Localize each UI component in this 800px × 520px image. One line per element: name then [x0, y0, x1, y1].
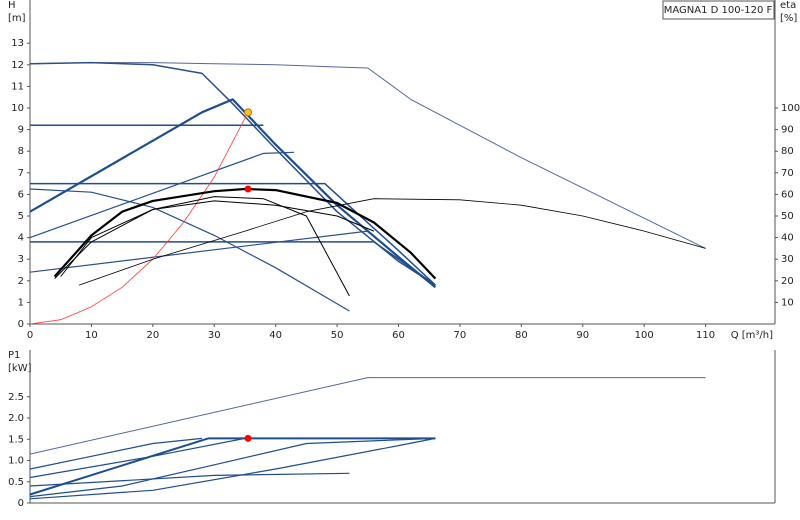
curve [29, 437, 436, 500]
y-axis-label: [kW] [8, 363, 32, 374]
curve [29, 377, 706, 455]
y-tick-label: 2 [18, 276, 24, 287]
y-tick-label: 2.0 [8, 413, 24, 424]
y2-axis-label: eta [780, 0, 796, 11]
y2-tick-label: 80 [781, 146, 794, 157]
x-tick-label: 60 [392, 330, 405, 341]
x-tick-label: 80 [515, 330, 528, 341]
y2-tick-label: 20 [781, 276, 794, 287]
curve [29, 188, 350, 312]
curve [29, 61, 436, 286]
y2-tick-label: 40 [781, 233, 794, 244]
curve [29, 151, 295, 239]
y-tick-label: 1.5 [8, 434, 24, 445]
y-tick-label: 7 [18, 168, 24, 179]
y2-tick-label: 30 [781, 254, 794, 265]
operating-point [244, 185, 252, 193]
y-axis-label: P1 [8, 350, 20, 361]
curve [29, 62, 706, 249]
y-tick-label: 0 [18, 498, 24, 509]
x-axis-label: Q [m³/h] [731, 330, 773, 341]
curve [29, 437, 203, 470]
y-tick-label: 11 [11, 81, 24, 92]
title-box [662, 0, 775, 20]
y-tick-label: 4 [18, 233, 24, 244]
curve [29, 98, 437, 289]
curve [54, 196, 350, 297]
operating-point [244, 434, 252, 442]
y-tick-label: 0 [18, 319, 24, 330]
x-tick-label: 70 [454, 330, 467, 341]
operating-point [244, 108, 253, 117]
x-tick-label: 10 [85, 330, 98, 341]
curve [78, 198, 706, 286]
y2-tick-label: 50 [781, 211, 794, 222]
curve [29, 437, 436, 479]
x-tick-label: 90 [576, 330, 589, 341]
y-tick-label: 6 [18, 189, 24, 200]
y2-tick-label: 70 [781, 168, 794, 179]
y-tick-label: 2.5 [8, 392, 24, 403]
y-tick-label: 8 [18, 146, 24, 157]
curve [30, 241, 436, 286]
curve [29, 437, 436, 498]
x-tick-label: 100 [635, 330, 654, 341]
y-tick-label: 12 [11, 60, 24, 71]
curve [29, 112, 249, 325]
y2-tick-label: 60 [781, 189, 794, 200]
y2-tick-label: 10 [781, 297, 794, 308]
y-tick-label: 1 [18, 297, 24, 308]
y-tick-label: 0.5 [8, 477, 24, 488]
curve [29, 230, 368, 273]
x-tick-label: 0 [27, 330, 33, 341]
y2-axis-label: [%] [780, 13, 797, 24]
curve [60, 200, 375, 277]
y-axis-label: [m] [8, 13, 26, 24]
y-tick-label: 9 [18, 125, 24, 136]
y-axis-label: H [8, 0, 16, 11]
x-tick-label: 110 [696, 330, 715, 341]
x-tick-label: 40 [269, 330, 282, 341]
curve [53, 187, 437, 280]
chart-title: MAGNA1 D 100-120 F [664, 5, 773, 16]
x-tick-label: 50 [331, 330, 344, 341]
y-tick-label: 5 [18, 211, 24, 222]
y2-tick-label: 90 [781, 125, 794, 136]
y2-tick-label: 100 [781, 103, 800, 114]
y-tick-label: 13 [11, 38, 24, 49]
y-tick-label: 1.0 [8, 456, 24, 467]
x-tick-label: 30 [208, 330, 221, 341]
y-tick-label: 10 [11, 103, 24, 114]
x-tick-label: 20 [146, 330, 159, 341]
curve [29, 472, 350, 487]
y-tick-label: 3 [18, 254, 24, 265]
